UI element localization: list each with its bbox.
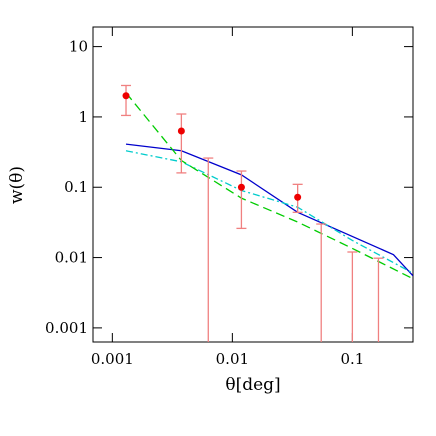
x-tick-label: 0.001 xyxy=(91,350,134,368)
data-point xyxy=(122,92,130,100)
x-tick-label: 0.1 xyxy=(340,350,364,368)
y-tick-label: 10 xyxy=(69,38,88,56)
x-axis-label: θ[deg] xyxy=(225,375,280,395)
data-point xyxy=(294,193,302,201)
y-tick-label: 0.001 xyxy=(45,319,88,337)
data-point xyxy=(237,183,245,191)
y-tick-label: 0.01 xyxy=(55,249,88,267)
y-tick-label: 1 xyxy=(78,108,88,126)
line-series xyxy=(125,92,413,280)
y-axis-label: w(θ) xyxy=(7,166,27,204)
x-tick-label: 0.01 xyxy=(216,350,249,368)
y-tick-label: 0.1 xyxy=(64,178,88,196)
plot-frame xyxy=(92,26,414,343)
data-point xyxy=(177,127,185,135)
line-series xyxy=(125,150,413,274)
